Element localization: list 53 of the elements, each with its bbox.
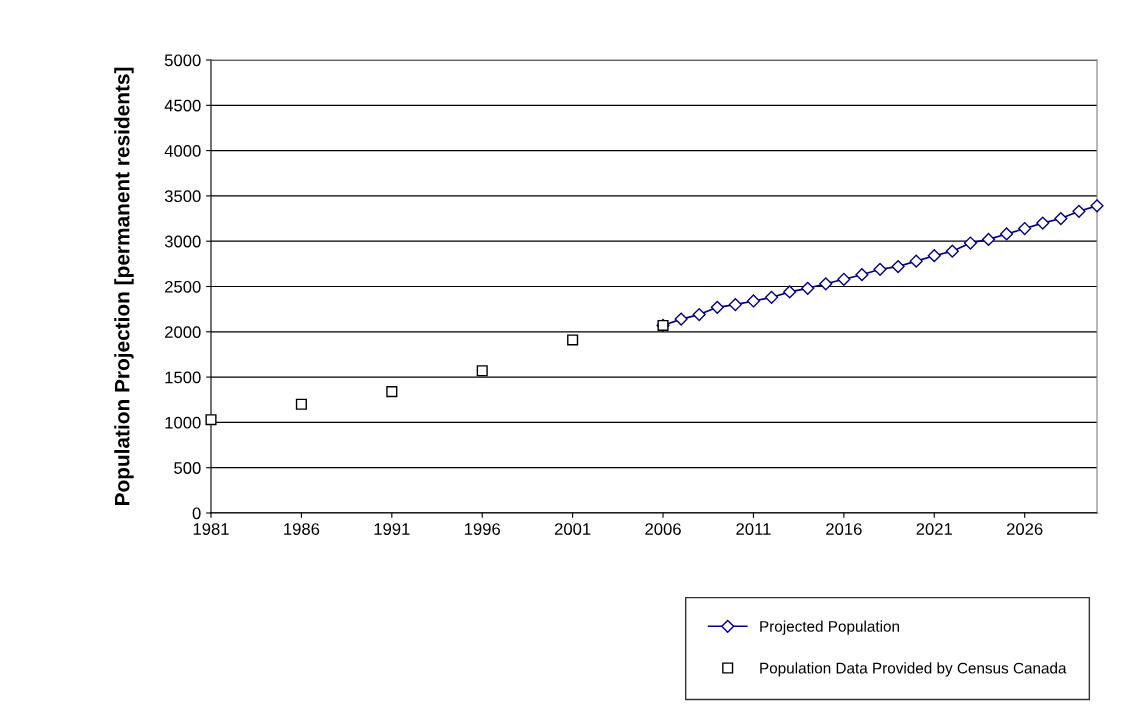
legend-label: Population Data Provided by Census Canada [760, 662, 1067, 677]
point [710, 300, 724, 314]
x-tick-label: 1991 [374, 523, 410, 535]
point [891, 259, 905, 274]
x-tick-label: 1981 [193, 523, 229, 535]
y-tick-label: 1000 [165, 416, 201, 429]
point [801, 281, 815, 295]
y-tick-label: 3000 [164, 235, 201, 248]
y-tick-label: 500 [174, 462, 201, 474]
point [295, 398, 307, 410]
point [963, 236, 978, 250]
x-tick-label: 2021 [916, 523, 952, 535]
point [981, 232, 996, 246]
x-tick-label: 2006 [645, 523, 681, 535]
point [873, 262, 887, 276]
point [1036, 216, 1050, 230]
point [945, 244, 959, 258]
point [1018, 221, 1032, 236]
y-tick-label: 2000 [165, 326, 201, 338]
point [927, 249, 941, 263]
point [567, 334, 579, 346]
y-tick-label: 5000 [164, 54, 201, 67]
y-axis-title: Population Projection [permanent residents] [114, 67, 134, 506]
y-tick-label: 1500 [165, 371, 201, 384]
point [1054, 211, 1068, 226]
point [386, 386, 398, 398]
point [1090, 199, 1104, 213]
point [674, 312, 688, 326]
point [819, 277, 833, 291]
point [909, 254, 923, 268]
x-tick-label: 2001 [554, 523, 591, 535]
point [476, 365, 488, 377]
y-tick-label: 2500 [165, 280, 201, 293]
x-tick-label: 2026 [1006, 523, 1043, 535]
point [692, 307, 706, 322]
x-tick-label: 1996 [464, 523, 501, 535]
legend-label: Projected Population [760, 620, 900, 635]
point [728, 298, 742, 312]
point [855, 268, 869, 282]
point [1000, 227, 1014, 241]
x-tick-label: 2011 [736, 523, 771, 535]
x-tick-label: 1986 [284, 523, 320, 535]
y-tick-label: 4500 [164, 99, 201, 112]
y-tick-label: 0 [192, 507, 201, 520]
x-tick-label: 2016 [826, 523, 862, 535]
point [205, 414, 217, 426]
y-tick-label: 4000 [164, 145, 201, 157]
point [1072, 204, 1086, 218]
point [837, 272, 851, 286]
point [764, 290, 779, 304]
y-tick-label: 3500 [164, 190, 201, 203]
point [783, 285, 797, 299]
point [746, 294, 761, 308]
